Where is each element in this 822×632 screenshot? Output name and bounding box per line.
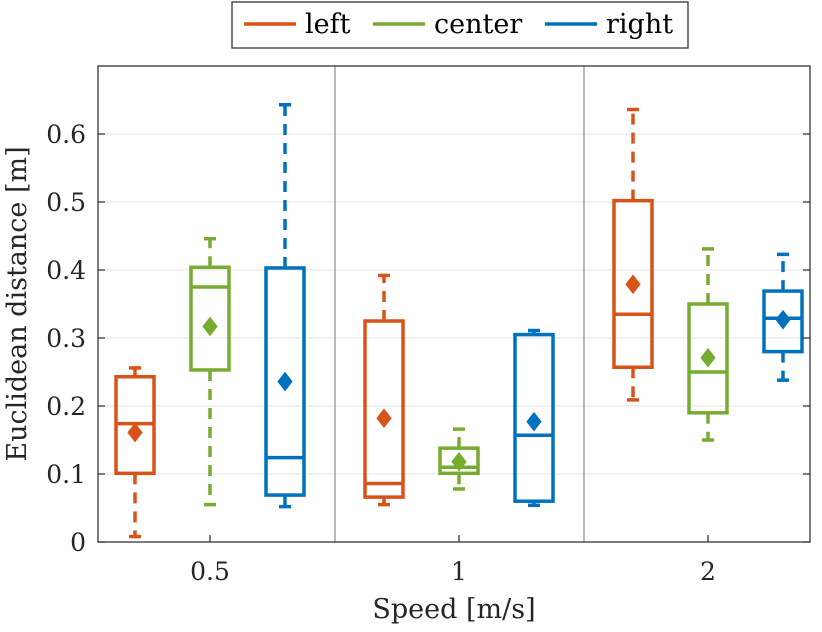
box-center-2 <box>687 247 729 442</box>
y-axis-ticks: 0 0.1 0.2 0.3 0.4 0.5 0.6 <box>46 120 810 557</box>
y-tick-label: 0.2 <box>46 392 86 421</box>
y-tick-label: 0.6 <box>46 120 86 149</box>
mean-marker <box>127 422 143 443</box>
x-axis-title: Speed [m/s] <box>372 594 535 625</box>
y-tick-label: 0 <box>70 528 86 557</box>
box-iqr <box>264 266 306 497</box>
box-right-1 <box>513 328 555 508</box>
box-right-0.5 <box>264 103 306 509</box>
box-iqr <box>762 289 804 354</box>
box-right-2 <box>762 252 804 382</box>
mean-marker <box>202 316 218 337</box>
box-iqr <box>513 332 555 503</box>
x-axis-ticks: 0.5 1 2 <box>190 535 716 586</box>
box-left-1 <box>363 273 405 507</box>
y-axis-title: Euclidean distance [m] <box>2 146 33 461</box>
mean-marker <box>625 274 641 295</box>
legend-label-left: left <box>305 9 351 40</box>
y-tick-label: 0.4 <box>46 256 86 285</box>
box-left-2 <box>612 107 654 402</box>
x-tick-label: 1 <box>451 557 467 586</box>
plot-area-frame <box>97 65 811 543</box>
mean-marker <box>775 309 791 330</box>
x-tick-label: 0.5 <box>190 557 230 586</box>
box-iqr <box>687 302 729 415</box>
boxes <box>114 103 804 539</box>
y-tick-label: 0.1 <box>46 460 86 489</box>
box-iqr <box>438 446 480 476</box>
legend-label-right: right <box>606 9 673 40</box>
x-tick-label: 2 <box>700 557 716 586</box>
y-tick-label: 0.5 <box>46 188 86 217</box>
mean-marker <box>451 451 467 472</box>
box-iqr <box>612 198 654 369</box>
box-center-0.5 <box>189 236 231 507</box>
legend-label-center: center <box>434 9 522 40</box>
y-tick-label: 0.3 <box>46 324 86 353</box>
box-center-1 <box>438 427 480 491</box>
mean-marker <box>700 347 716 368</box>
group-separators <box>334 66 585 542</box>
box-left-0.5 <box>114 366 156 539</box>
legend-box <box>231 1 689 49</box>
mean-marker <box>277 371 293 392</box>
mean-marker <box>376 408 392 429</box>
mean-marker <box>526 411 542 432</box>
grid-lines <box>98 133 810 475</box>
box-iqr <box>189 265 231 372</box>
box-iqr <box>363 319 405 499</box>
legend: left center right <box>231 1 689 49</box>
